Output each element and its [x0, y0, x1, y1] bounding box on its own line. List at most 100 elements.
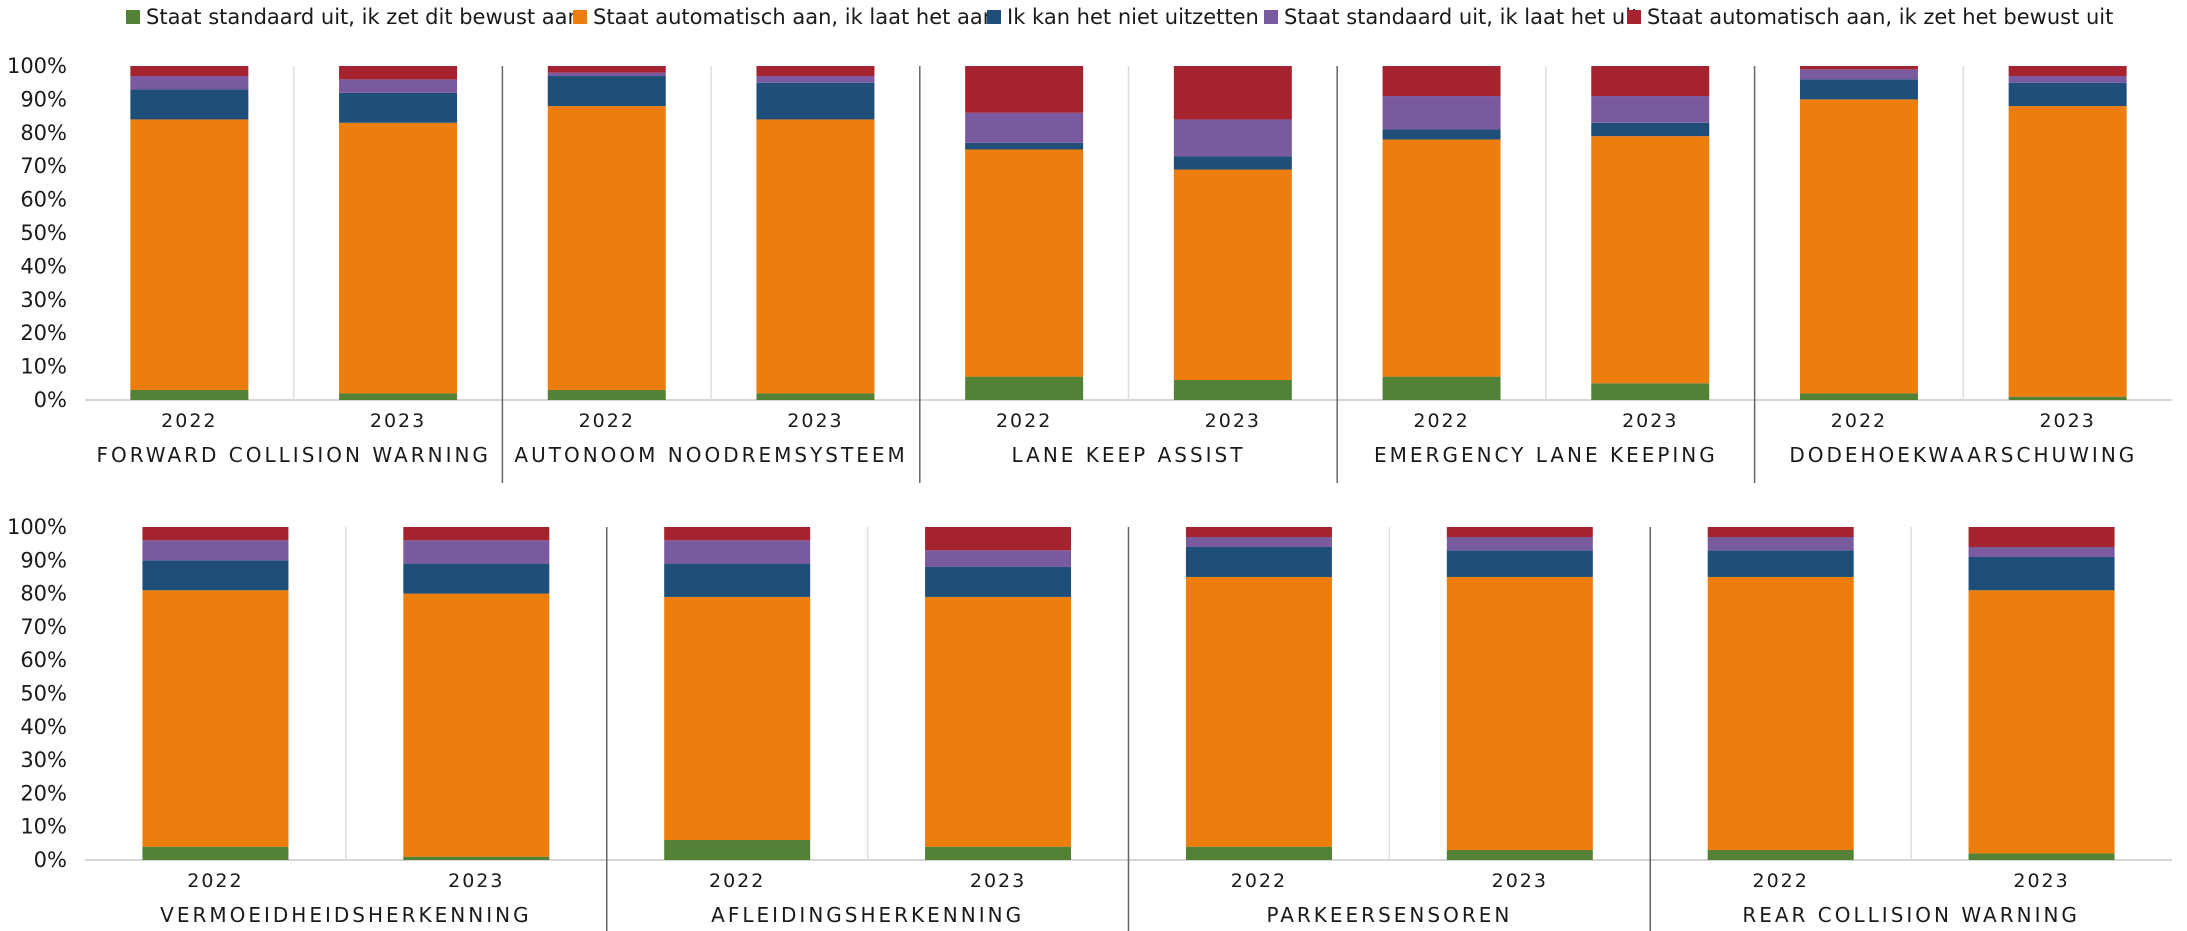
bar-segment	[142, 847, 288, 860]
y-tick-label: 80%	[20, 582, 67, 606]
x-category-label: 2023	[970, 870, 1026, 892]
bar-segment	[130, 119, 248, 390]
y-tick-label: 60%	[20, 188, 67, 212]
y-tick-label: 90%	[20, 87, 67, 111]
bar-segment	[664, 840, 810, 860]
bar-segment	[925, 847, 1071, 860]
bar-segment	[548, 390, 666, 400]
group-label: EMERGENCY LANE KEEPING	[1374, 443, 1718, 467]
bar-segment	[339, 123, 457, 394]
y-tick-label: 50%	[20, 221, 67, 245]
bar-segment	[130, 89, 248, 119]
bar-segment	[664, 527, 810, 540]
group-label: VERMOEIDHEIDSHERKENNING	[160, 903, 531, 927]
bar-segment	[1969, 590, 2115, 853]
bar-segment	[965, 113, 1083, 143]
bar-segment	[1447, 577, 1593, 850]
bar-segment	[1969, 853, 2115, 860]
bar-segment	[965, 143, 1083, 150]
bar-segment	[2009, 106, 2127, 397]
bar-segment	[1383, 66, 1501, 96]
x-category-label: 2023	[1622, 410, 1678, 432]
y-tick-label: 100%	[7, 515, 67, 539]
bar-segment	[1383, 129, 1501, 139]
bar-segment	[1708, 850, 1854, 860]
x-category-label: 2023	[1205, 410, 1261, 432]
bar-segment	[965, 150, 1083, 377]
y-tick-label: 0%	[34, 388, 67, 412]
bar-segment	[548, 66, 666, 73]
bar-segment	[925, 550, 1071, 567]
bar-segment	[1969, 527, 2115, 547]
bar-segment	[548, 76, 666, 106]
x-category-label: 2022	[996, 410, 1052, 432]
bar-segment	[1186, 547, 1332, 577]
bar-segment	[664, 597, 810, 840]
x-category-label: 2023	[370, 410, 426, 432]
x-category-label: 2022	[709, 870, 765, 892]
y-tick-label: 50%	[20, 682, 67, 706]
bar-segment	[756, 76, 874, 83]
bar-segment	[142, 560, 288, 590]
bar-segment	[403, 857, 549, 860]
bar-segment	[339, 79, 457, 92]
bar-segment	[925, 567, 1071, 597]
bar-segment	[1800, 99, 1918, 393]
bar-segment	[403, 527, 549, 540]
x-category-label: 2022	[1753, 870, 1809, 892]
bar-segment	[1447, 850, 1593, 860]
bar-segment	[664, 540, 810, 563]
bar-segment	[1186, 577, 1332, 847]
bar-segment	[142, 527, 288, 540]
bar-segment	[2009, 83, 2127, 106]
bar-segment	[1174, 66, 1292, 119]
bar-segment	[403, 594, 549, 857]
bar-segment	[1174, 170, 1292, 380]
y-tick-label: 20%	[20, 781, 67, 805]
x-category-label: 2022	[1413, 410, 1469, 432]
bar-segment	[130, 76, 248, 89]
x-category-label: 2023	[2013, 870, 2069, 892]
bar-segment	[2009, 76, 2127, 83]
bar-segment	[1800, 79, 1918, 99]
y-tick-label: 30%	[20, 748, 67, 772]
bar-segment	[1969, 547, 2115, 557]
bar-segment	[756, 66, 874, 76]
bar-segment	[1383, 377, 1501, 400]
group-label: LANE KEEP ASSIST	[1012, 443, 1246, 467]
bar-segment	[1800, 393, 1918, 400]
bar-segment	[2009, 397, 2127, 400]
bar-segment	[1383, 96, 1501, 129]
y-tick-label: 10%	[20, 355, 67, 379]
x-category-label: 2023	[787, 410, 843, 432]
bar-segment	[1708, 577, 1854, 850]
x-category-label: 2023	[2039, 410, 2095, 432]
y-tick-label: 100%	[7, 54, 67, 78]
bar-segment	[1800, 66, 1918, 69]
bar-segment	[1708, 550, 1854, 577]
bar-segment	[1186, 847, 1332, 860]
bar-segment	[1591, 136, 1709, 383]
group-label: PARKEERSENSOREN	[1266, 903, 1512, 927]
bar-segment	[1708, 537, 1854, 550]
bar-segment	[403, 540, 549, 563]
bar-segment	[756, 83, 874, 120]
bar-segment	[1447, 527, 1593, 537]
x-category-label: 2022	[161, 410, 217, 432]
bar-segment	[1186, 537, 1332, 547]
bar-segment	[548, 106, 666, 390]
bar-segment	[756, 393, 874, 400]
bar-segment	[1969, 557, 2115, 590]
y-tick-label: 0%	[34, 848, 67, 872]
x-category-label: 2022	[1831, 410, 1887, 432]
y-tick-label: 70%	[20, 615, 67, 639]
bar-segment	[130, 390, 248, 400]
y-tick-label: 60%	[20, 648, 67, 672]
y-tick-label: 10%	[20, 815, 67, 839]
bar-segment	[1174, 119, 1292, 156]
bar-segment	[664, 564, 810, 597]
bar-segment	[130, 66, 248, 76]
x-category-label: 2023	[448, 870, 504, 892]
bar-segment	[1447, 550, 1593, 577]
bar-segment	[756, 119, 874, 393]
